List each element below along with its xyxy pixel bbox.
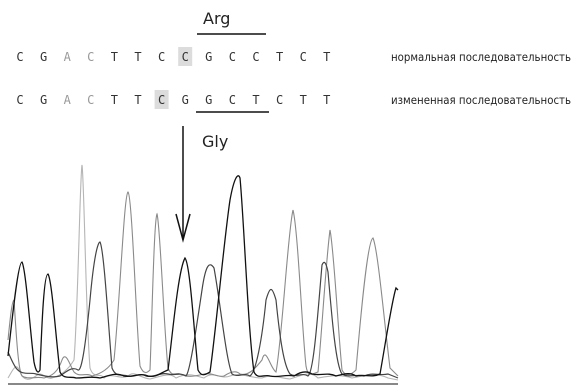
mutation-arrow <box>175 126 191 243</box>
codon-label-mutated: Gly <box>202 132 228 151</box>
normal-sequence-base: T <box>276 50 283 64</box>
mutated-sequence-base: T <box>111 93 118 107</box>
normal-sequence-base: C <box>87 50 94 64</box>
normal-sequence-base: C <box>300 50 307 64</box>
mutated-sequence-base: T <box>134 93 141 107</box>
codon-label-original: Arg <box>203 9 230 28</box>
trace-light <box>7 164 399 381</box>
mutated-sequence-label: измененная последовательность <box>391 93 571 107</box>
normal-sequence-base: C <box>182 50 189 64</box>
trace-black <box>7 175 399 379</box>
normal-sequence-base: C <box>16 50 23 64</box>
mutated-sequence-base: T <box>323 93 330 107</box>
normal-sequence-base: T <box>111 50 118 64</box>
mutated-sequence-base: C <box>276 93 283 107</box>
mutated-sequence-base: C <box>16 93 23 107</box>
normal-sequence-base: T <box>323 50 330 64</box>
normal-sequence-label: нормальная последовательность <box>391 50 571 64</box>
mutated-sequence-base: G <box>182 93 189 107</box>
mutated-sequence-base: T <box>300 93 307 107</box>
trace-dark <box>7 241 399 379</box>
normal-sequence-base: G <box>40 50 47 64</box>
mutated-sequence-base: C <box>229 93 236 107</box>
normal-sequence-highlight <box>178 47 193 66</box>
normal-sequence-base: C <box>229 50 236 64</box>
mutated-sequence-base: G <box>205 93 212 107</box>
mutated-sequence-base: A <box>64 93 72 107</box>
mutated-sequence-highlight <box>154 90 169 109</box>
mutated-sequence-base: G <box>40 93 47 107</box>
mutated-sequence-base: T <box>252 93 259 107</box>
normal-sequence-base: T <box>134 50 141 64</box>
normal-sequence-base: C <box>158 50 165 64</box>
mutated-sequence-base: C <box>158 93 165 107</box>
normal-sequence-base: A <box>64 50 72 64</box>
normal-sequence-base: C <box>252 50 259 64</box>
normal-sequence-base: G <box>205 50 212 64</box>
mutated-sequence-base: C <box>87 93 94 107</box>
chromatogram-traces <box>7 164 399 385</box>
